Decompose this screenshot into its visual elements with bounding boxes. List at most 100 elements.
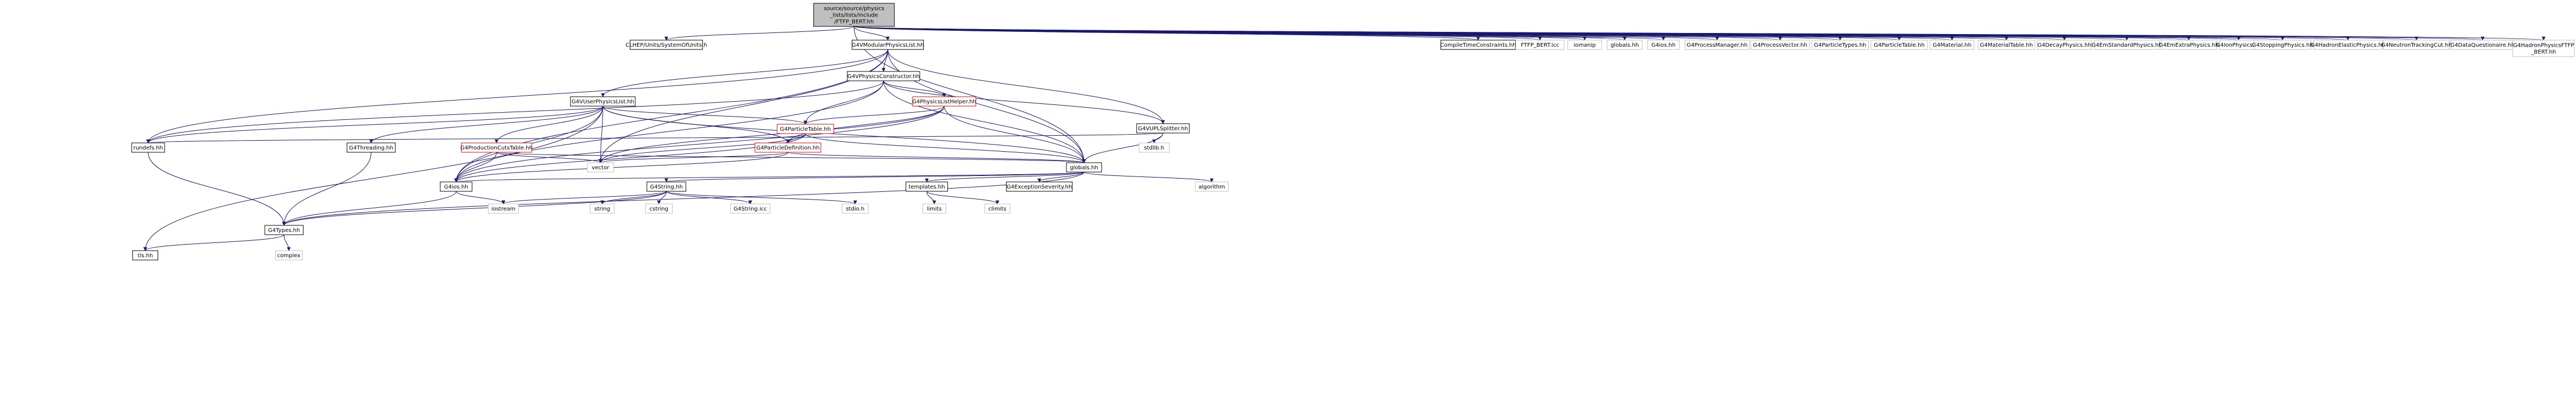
edge-modular-to-uplsplitter xyxy=(887,49,1165,124)
node-box xyxy=(2512,40,2575,57)
node-label: G4String.hh xyxy=(650,184,683,190)
node-box xyxy=(906,181,948,192)
edge-g4types-to-complex xyxy=(283,234,291,251)
node-box xyxy=(1647,40,1680,50)
node-exception[interactable]: G4ExceptionSeverity.hh xyxy=(1006,181,1073,192)
node-stdlib: stdlib.h xyxy=(1138,142,1170,153)
node-label: source/source/physics xyxy=(824,6,884,12)
node-threading[interactable]: G4Threading.hh xyxy=(347,142,396,153)
edge-modular-to-globals xyxy=(887,49,1086,163)
edge-g4string-to-stdio xyxy=(666,191,857,204)
edge-constructor-to-rundefs xyxy=(146,80,884,143)
node-g4types[interactable]: G4Types.hh xyxy=(264,225,304,235)
edge-partdef-to-globals xyxy=(787,152,1086,163)
node-label: CLHEP/Units/SystemOfUnits.h xyxy=(625,42,707,48)
node-iomanip: iomanip xyxy=(1567,40,1602,50)
node-neutron: G4NeutronTrackingCut.hh xyxy=(2381,40,2452,50)
node-label: _lists/lists/include xyxy=(829,13,878,19)
edge-threading-to-g4types xyxy=(282,152,372,226)
edge-parttable-to-g4ios xyxy=(454,133,806,182)
node-dataq: G4DataQuestionaire.hh xyxy=(2450,40,2515,50)
node-box xyxy=(132,250,159,261)
node-label: G4ParticleTable.hh xyxy=(780,126,831,132)
edge-globals-to-g4string xyxy=(664,171,1085,182)
node-templates[interactable]: templates.hh xyxy=(906,181,948,192)
node-box xyxy=(440,181,473,192)
node-box xyxy=(1567,40,1602,50)
node-limits: limits xyxy=(922,203,946,214)
node-label: G4VModularPhysicsList.hh xyxy=(852,42,924,48)
node-box xyxy=(1440,40,1516,50)
node-box xyxy=(629,40,703,50)
node-label: limits xyxy=(927,206,942,212)
node-box xyxy=(2313,40,2383,50)
node-tls[interactable]: tls.hh xyxy=(132,250,159,261)
node-constructor[interactable]: G4VPhysicsConstructor.hh xyxy=(847,71,920,81)
edge-root-to-hadftfp xyxy=(853,26,2545,41)
node-label: G4String.icc xyxy=(734,206,767,212)
node-box xyxy=(570,96,636,107)
node-label: G4DataQuestionaire.hh xyxy=(2450,42,2515,48)
node-uplsplitter[interactable]: G4VUPLSplitter.hh xyxy=(1136,123,1190,134)
edge-globals-to-g4ios xyxy=(454,171,1085,182)
node-modular[interactable]: G4VModularPhysicsList.hh xyxy=(852,40,924,50)
node-box xyxy=(275,250,303,261)
node-box xyxy=(1195,181,1229,192)
edge-globals-to-algorithm xyxy=(1083,171,1214,182)
node-procvec: G4ProcessVector.hh xyxy=(1750,40,1810,50)
node-parttable[interactable]: G4ParticleTable.hh xyxy=(776,124,834,134)
node-emextra: G4EmExtraPhysics.hh xyxy=(2159,40,2219,50)
node-box xyxy=(1066,162,1102,173)
node-box xyxy=(1006,181,1073,192)
node-box xyxy=(984,203,1010,214)
edge-userpl-to-parttable xyxy=(602,106,808,125)
node-label: complex xyxy=(277,253,300,259)
node-label: algorithm xyxy=(1198,184,1225,190)
node-units[interactable]: CLHEP/Units/SystemOfUnits.h xyxy=(625,40,707,50)
edge-partdef-to-vector xyxy=(599,152,789,163)
node-box xyxy=(2160,40,2217,50)
node-box xyxy=(841,203,869,214)
edge-modular-to-g4ios xyxy=(454,49,889,182)
graph-edges xyxy=(143,26,2545,251)
node-label: FTFP_BERT.icc xyxy=(1521,42,1559,48)
node-userpl[interactable]: G4VUserPhysicsList.hh xyxy=(570,96,636,107)
node-g4ios[interactable]: G4ios.hh xyxy=(440,181,473,192)
edge-templates-to-limits xyxy=(926,191,936,204)
edge-prodcuts-to-g4ios xyxy=(454,152,497,182)
node-stopping: G4StoppingPhysics.hh xyxy=(2252,40,2313,50)
node-label: G4ios.hh xyxy=(1651,42,1675,48)
edge-globals-to-g4types xyxy=(282,171,1085,226)
node-compile[interactable]: CompileTimeConstraints.hh xyxy=(1440,40,1516,50)
edge-plhelper-to-partdef xyxy=(786,106,945,143)
node-globals[interactable]: globals.hh xyxy=(1066,162,1102,173)
node-label: G4ParticleDefinition.hh xyxy=(756,145,819,151)
graph-nodes: source/source/physics_lists/lists/includ… xyxy=(131,3,2575,261)
node-algorithm: algorithm xyxy=(1195,181,1229,192)
node-decay: G4DecayPhysics.hh xyxy=(2037,40,2092,50)
node-material: G4Material.hh xyxy=(1930,40,1975,50)
edge-g4string-to-cstring xyxy=(657,191,667,204)
edge-g4ios-to-iostream xyxy=(456,191,506,204)
node-label: G4ProcessManager.hh xyxy=(1686,42,1747,48)
edge-g4string-to-g4types xyxy=(282,191,667,226)
node-g4string[interactable]: G4String.hh xyxy=(646,181,686,192)
node-rundefs[interactable]: rundefs.hh xyxy=(131,142,165,153)
edge-constructor-to-uplsplitter xyxy=(883,80,1165,124)
node-box xyxy=(1750,40,1810,50)
node-prodcuts[interactable]: G4ProductionCutsTable.hh xyxy=(460,142,533,153)
node-label: G4DecayPhysics.hh xyxy=(2037,42,2091,48)
node-plhelper[interactable]: G4PhysicsListHelper.hh xyxy=(912,96,976,107)
node-partdef[interactable]: G4ParticleDefinition.hh xyxy=(755,142,822,153)
node-label: cstring xyxy=(650,206,668,212)
edge-modular-to-userpl xyxy=(601,49,889,97)
node-root[interactable]: source/source/physics_lists/lists/includ… xyxy=(813,3,895,27)
edge-prodcuts-to-vector xyxy=(496,152,602,163)
node-label: G4ExceptionSeverity.hh xyxy=(1007,184,1072,190)
node-label: G4PhysicsListHelper.hh xyxy=(912,99,976,105)
node-box xyxy=(646,181,686,192)
node-ftfpicc: FTFP_BERT.icc xyxy=(1515,40,1564,50)
node-box xyxy=(852,40,924,50)
node-label: G4Material.hh xyxy=(1932,42,1971,48)
node-label: climits xyxy=(988,206,1007,212)
